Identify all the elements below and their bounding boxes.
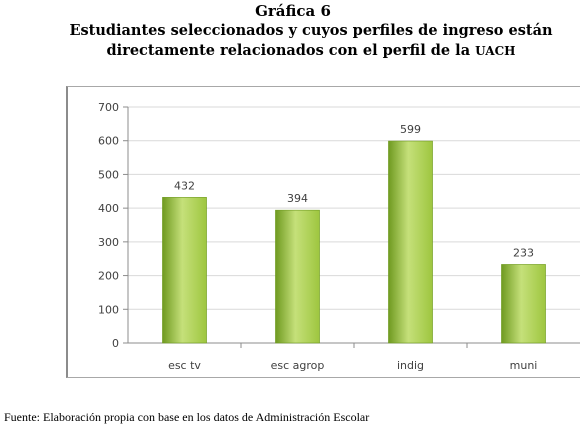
y-tick-label: 200 bbox=[98, 270, 119, 283]
bar bbox=[501, 264, 546, 344]
data-label: 233 bbox=[513, 246, 534, 259]
data-labels: 432 394 599 233 bbox=[174, 123, 534, 259]
y-tick-label: 300 bbox=[98, 236, 119, 249]
data-label: 432 bbox=[174, 179, 195, 192]
x-tick-label: indig bbox=[397, 359, 424, 372]
chart-heading: Gráfica 6 Estudiantes seleccionados y cu… bbox=[0, 2, 586, 61]
chart-frame bbox=[66, 86, 580, 378]
chart-title-text: Estudiantes seleccionados y cuyos perfil… bbox=[69, 22, 553, 59]
y-tick-label: 400 bbox=[98, 202, 119, 215]
x-tick-label: muni bbox=[510, 359, 538, 372]
x-tick-label: esc tv bbox=[168, 359, 201, 372]
bar bbox=[388, 140, 433, 344]
bar bbox=[275, 209, 320, 344]
x-axis-ticks: esc tv esc agrop indig muni bbox=[168, 359, 537, 372]
y-tick-label: 100 bbox=[98, 303, 119, 316]
chart-title: Estudiantes seleccionados y cuyos perfil… bbox=[0, 21, 586, 61]
y-axis-ticks: 0 100 200 300 400 500 600 700 bbox=[98, 101, 119, 350]
chart-title-abbr: UACH bbox=[475, 44, 516, 58]
source-note: Fuente: Elaboración propia con base en l… bbox=[4, 410, 370, 424]
data-label: 599 bbox=[400, 123, 421, 136]
figure-label: Gráfica 6 bbox=[255, 2, 331, 20]
x-tick-label: esc agrop bbox=[271, 359, 325, 372]
y-tick-label: 600 bbox=[98, 135, 119, 148]
bar bbox=[162, 197, 207, 344]
y-tick-label: 0 bbox=[112, 337, 119, 350]
bars bbox=[162, 140, 546, 344]
y-tick-label: 700 bbox=[98, 101, 119, 114]
data-label: 394 bbox=[287, 192, 308, 205]
y-tick-label: 500 bbox=[98, 168, 119, 181]
